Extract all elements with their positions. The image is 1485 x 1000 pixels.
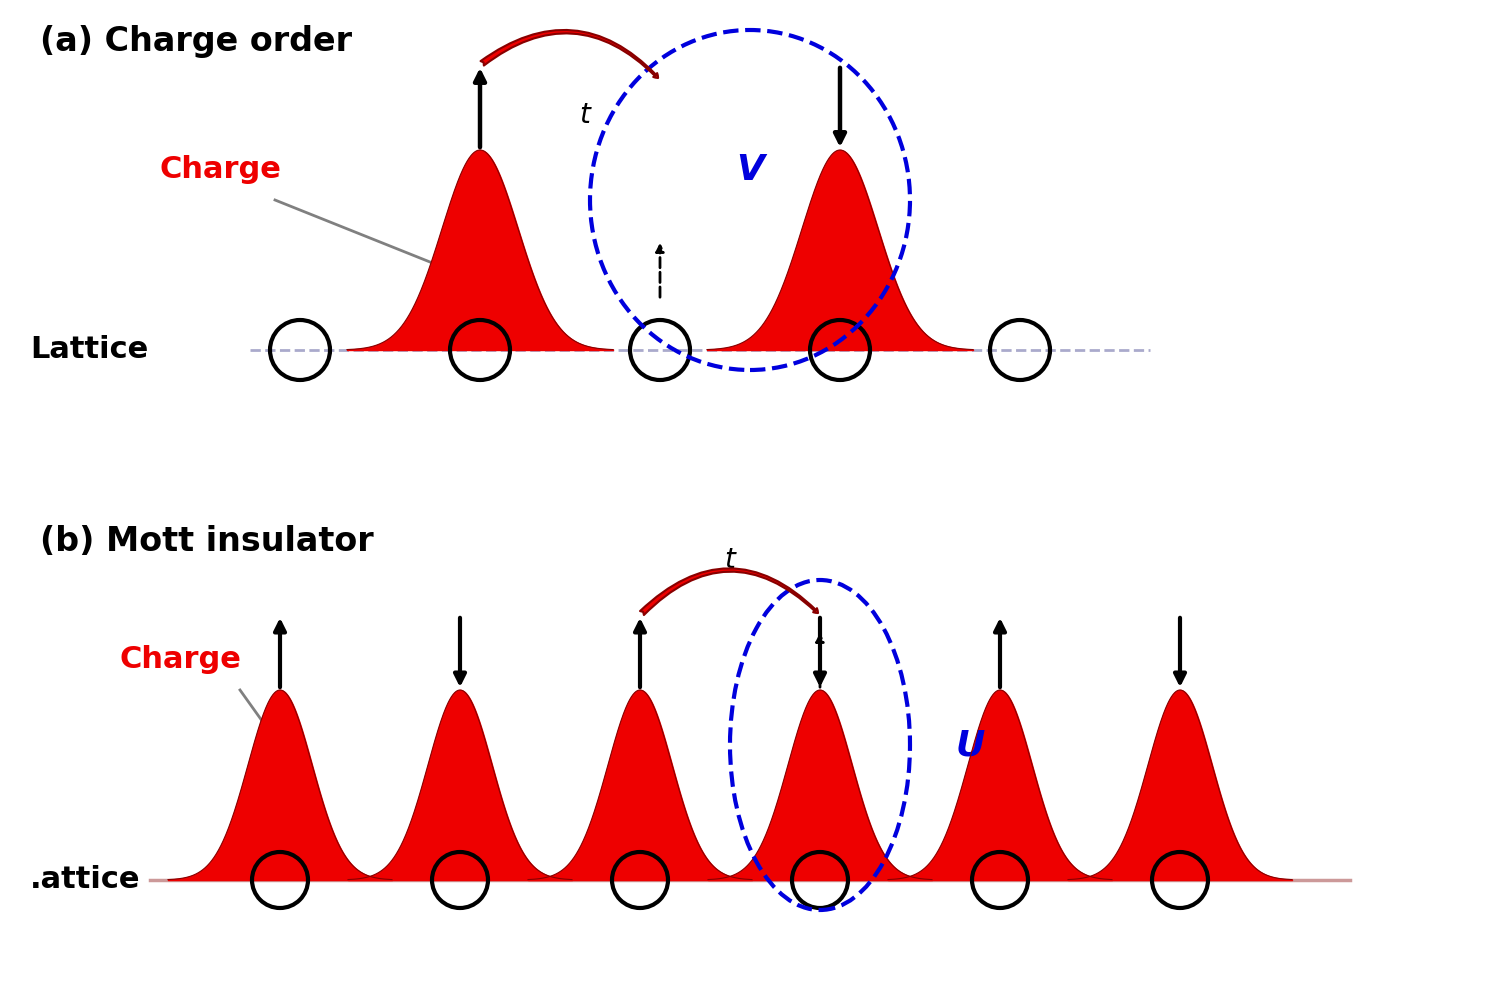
Text: (b) Mott insulator: (b) Mott insulator [40, 525, 374, 558]
Text: t: t [725, 546, 735, 574]
Text: (a) Charge order: (a) Charge order [40, 25, 352, 58]
Text: Charge: Charge [159, 155, 281, 184]
Text: Charge: Charge [119, 646, 241, 674]
Text: .attice: .attice [30, 865, 141, 894]
Text: U: U [955, 728, 985, 762]
Text: t: t [579, 101, 591, 129]
Text: Lattice: Lattice [30, 336, 148, 364]
Text: V: V [737, 153, 763, 187]
